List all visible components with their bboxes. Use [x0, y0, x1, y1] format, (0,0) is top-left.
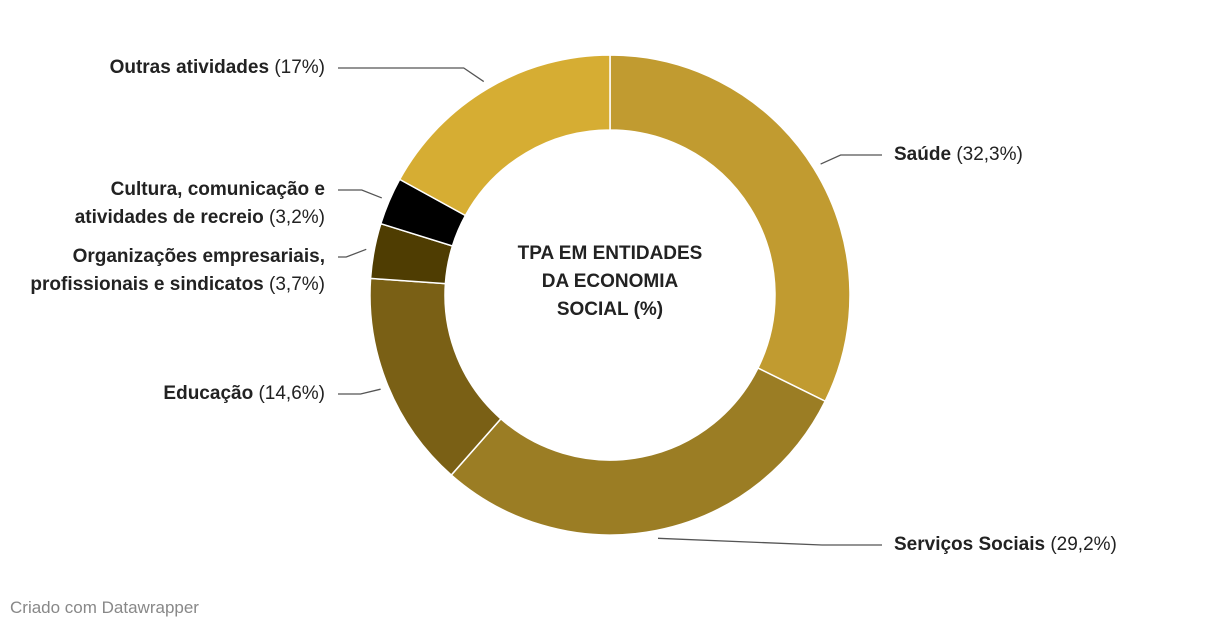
slice-label: Saúde (32,3%) [894, 141, 1214, 169]
leader-line [338, 388, 381, 395]
leader-line [338, 67, 485, 83]
slice [398, 54, 611, 217]
leader-line [338, 248, 367, 258]
value-label: (14,6%) [258, 383, 325, 404]
category-name: Saúde [894, 144, 952, 165]
slice [609, 54, 851, 403]
slice-label: Organizações empresariais, profissionais… [25, 243, 325, 299]
leader-line [338, 189, 383, 199]
category-name: Educação [163, 383, 254, 404]
chart-title: TPA EM ENTIDADES DA ECONOMIA SOCIAL (%) [517, 243, 703, 320]
category-name: Cultura, comunicação e atividades de rec… [74, 179, 325, 228]
slice-label: Cultura, comunicação e atividades de rec… [25, 176, 325, 232]
category-name: Organizações empresariais, profissionais… [30, 246, 325, 295]
slice-label: Serviços Sociais (29,2%) [894, 531, 1214, 559]
value-label: (3,7%) [269, 274, 325, 295]
value-label: (29,2%) [1050, 534, 1117, 555]
credit: Criado com Datawrapper [10, 598, 199, 617]
category-name: Serviços Sociais [894, 534, 1046, 555]
slice-label: Outras atividades (17%) [25, 54, 325, 82]
value-label: (3,2%) [269, 207, 325, 228]
slice-label: Educação (14,6%) [25, 380, 325, 408]
value-label: (32,3%) [956, 144, 1023, 165]
value-label: (17%) [274, 57, 325, 78]
leader-line [657, 537, 882, 546]
category-name: Outras atividades [109, 57, 270, 78]
leader-line [820, 154, 882, 165]
slice [450, 367, 827, 536]
